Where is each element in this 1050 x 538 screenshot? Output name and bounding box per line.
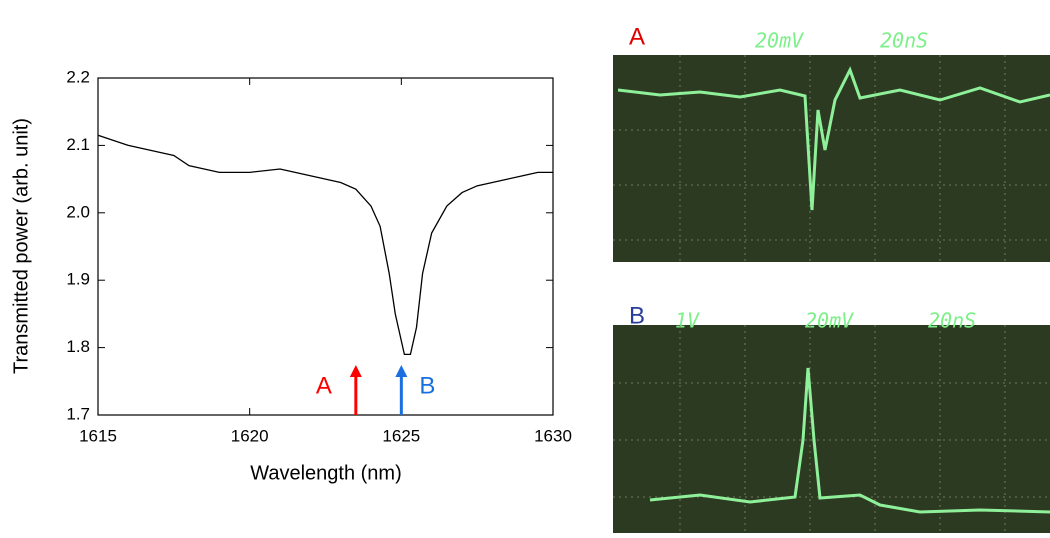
scope-panel: A 20mV 20nS [613,20,1050,262]
plot-frame [97,77,554,416]
x-tick-label: 1615 [79,426,117,445]
scope-readout: 20mV [755,29,804,53]
scope-trace [617,66,1050,211]
x-tick-label: 1630 [534,426,572,445]
scope-screen [613,325,1050,533]
scope-readout: 20mV [805,309,854,333]
data-line [97,134,553,355]
scope-panel: B 1V 20mV 20nS [613,290,1050,533]
y-axis-label: Transmitted power (arb. unit) [10,118,32,374]
scope-readout: 1V [675,309,700,333]
scope-screen [613,55,1050,262]
annotation-label: B [419,372,435,399]
annotation-label: A [316,372,332,399]
y-tick-label: 2.1 [66,135,90,154]
y-tick-label: 1.9 [66,270,90,289]
y-tick-label: 1.8 [66,337,90,356]
scope-trace [649,367,1050,514]
panel-label: B [629,302,645,329]
x-tick-label: 1620 [231,426,269,445]
scope-readout: 20nS [928,309,976,333]
y-tick-label: 2.2 [66,67,90,86]
panel-label-box [613,290,655,325]
annotation-arrowhead [395,365,408,377]
panel-label-box [613,20,655,55]
panel-label: A [629,23,645,50]
y-tick-label: 2.0 [66,202,90,221]
annotation-arrowhead [349,365,362,377]
x-axis-label: Wavelength (nm) [250,462,402,484]
x-tick-label: 1625 [382,426,420,445]
y-tick-label: 1.7 [66,404,90,423]
scope-readout: 20nS [880,29,928,53]
